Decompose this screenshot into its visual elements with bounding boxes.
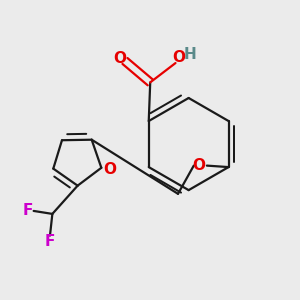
Text: O: O xyxy=(192,158,205,172)
Text: O: O xyxy=(113,50,126,65)
Text: F: F xyxy=(22,202,33,217)
Text: H: H xyxy=(184,46,197,62)
Text: F: F xyxy=(45,234,55,249)
Text: O: O xyxy=(172,50,185,65)
Text: O: O xyxy=(103,162,116,177)
